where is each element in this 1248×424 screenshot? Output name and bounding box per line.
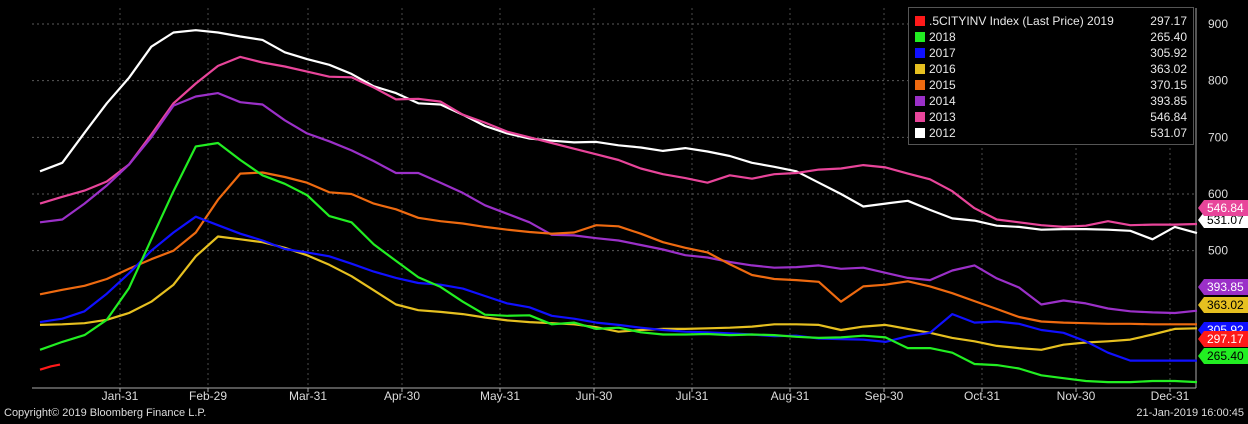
x-tick-label: Apr-30 (384, 389, 420, 403)
x-tick-label: Dec-31 (1151, 389, 1190, 403)
end-label-value: 265.40 (1207, 349, 1244, 363)
x-tick-label: Sep-30 (865, 389, 904, 403)
legend-swatch (915, 112, 925, 122)
series-line-2016 (39, 235, 1198, 351)
end-label-value: 393.85 (1207, 280, 1244, 294)
legend-swatch (915, 64, 925, 74)
end-label-background (1198, 279, 1248, 295)
series-line-2012 (39, 29, 1198, 241)
legend-swatch (915, 16, 925, 26)
end-label-2013: 546.84 (1198, 200, 1248, 216)
y-tick-label: 500 (1208, 244, 1228, 258)
legend-series-name: 2015 (929, 78, 956, 92)
x-tick-label: Aug-31 (771, 389, 810, 403)
end-label-value: 363.02 (1207, 298, 1244, 312)
end-label-value: 546.84 (1207, 201, 1244, 215)
legend-item: 2013 546.84 (915, 109, 1187, 125)
legend-item: 2017 305.92 (915, 45, 1187, 61)
legend-series-name: 2014 (929, 94, 956, 108)
legend-series-value: 531.07 (1150, 126, 1187, 140)
y-tick-label: 800 (1208, 74, 1228, 88)
end-label-background (1198, 348, 1248, 364)
x-tick-label: Jun-30 (576, 389, 613, 403)
legend-swatch (915, 32, 925, 42)
y-tick-label: 900 (1208, 17, 1228, 31)
legend-swatch (915, 96, 925, 106)
x-tick-label: Jul-31 (676, 389, 709, 403)
end-label-background (1198, 200, 1248, 216)
legend-series-name: 2013 (929, 110, 956, 124)
copyright-text: Copyright© 2019 Bloomberg Finance L.P. (4, 407, 207, 419)
legend-series-value: 305.92 (1150, 46, 1187, 60)
end-label-background (1198, 331, 1248, 347)
legend-series-value: 265.40 (1150, 30, 1187, 44)
series-line-2013 (39, 55, 1198, 228)
legend-series-value: 363.02 (1150, 62, 1187, 76)
legend-item: .5CITYINV Index (Last Price) 2019 297.17 (915, 13, 1187, 29)
end-value-labels: 531.07546.84393.85363.02305.92297.17265.… (1198, 200, 1248, 364)
legend-item: 2014 393.85 (915, 93, 1187, 109)
end-label-2016: 363.02 (1198, 297, 1248, 313)
series-line-2015 (39, 171, 1197, 326)
legend-swatch (915, 128, 925, 138)
end-label--5cityinv-index-last-price-2019: 297.17 (1198, 331, 1248, 347)
legend-series-name: .5CITYINV Index (Last Price) 2019 (929, 14, 1114, 28)
legend-series-value: 297.17 (1150, 14, 1187, 28)
chart-legend: .5CITYINV Index (Last Price) 2019 297.17 2… (908, 7, 1194, 145)
legend-series-name: 2017 (929, 46, 956, 60)
legend-item: 2018 265.40 (915, 29, 1187, 45)
legend-item: 2016 363.02 (915, 61, 1187, 77)
legend-swatch (915, 48, 925, 58)
end-label-2018: 265.40 (1198, 348, 1248, 364)
timestamp-text: 21-Jan-2019 16:00:45 (1136, 407, 1244, 419)
y-tick-label: 600 (1208, 187, 1228, 201)
x-tick-label: Feb-29 (189, 389, 227, 403)
end-label-2014: 393.85 (1198, 279, 1248, 295)
legend-item: 2012 531.07 (915, 125, 1187, 141)
legend-series-value: 370.15 (1150, 78, 1187, 92)
x-tick-label: Oct-31 (964, 389, 1000, 403)
series-line-2014 (39, 91, 1198, 315)
end-label-background (1198, 297, 1248, 313)
x-tick-label: Jan-31 (102, 389, 139, 403)
y-tick-label: 700 (1208, 130, 1228, 144)
legend-item: 2015 370.15 (915, 77, 1187, 93)
series-line-2017 (39, 215, 1197, 362)
series-lines (39, 29, 1198, 384)
end-label-value: 297.17 (1207, 332, 1244, 346)
x-tick-label: May-31 (480, 389, 520, 403)
series-line-2018 (39, 141, 1198, 384)
legend-series-name: 2018 (929, 30, 956, 44)
legend-series-value: 393.85 (1150, 94, 1187, 108)
x-tick-label: Mar-31 (289, 389, 327, 403)
axes: 900 800 700 600 500 Jan-31 Feb-29 Mar-31 Apr-30 M… (32, 8, 1228, 403)
legend-series-value: 546.84 (1150, 110, 1187, 124)
legend-swatch (915, 80, 925, 90)
legend-series-name: 2012 (929, 126, 956, 140)
series-line--5cityinv-index-last-price-2019 (39, 363, 61, 371)
x-tick-label: Nov-30 (1057, 389, 1096, 403)
end-label-value: 531.07 (1207, 213, 1244, 227)
legend-series-name: 2016 (929, 62, 956, 76)
